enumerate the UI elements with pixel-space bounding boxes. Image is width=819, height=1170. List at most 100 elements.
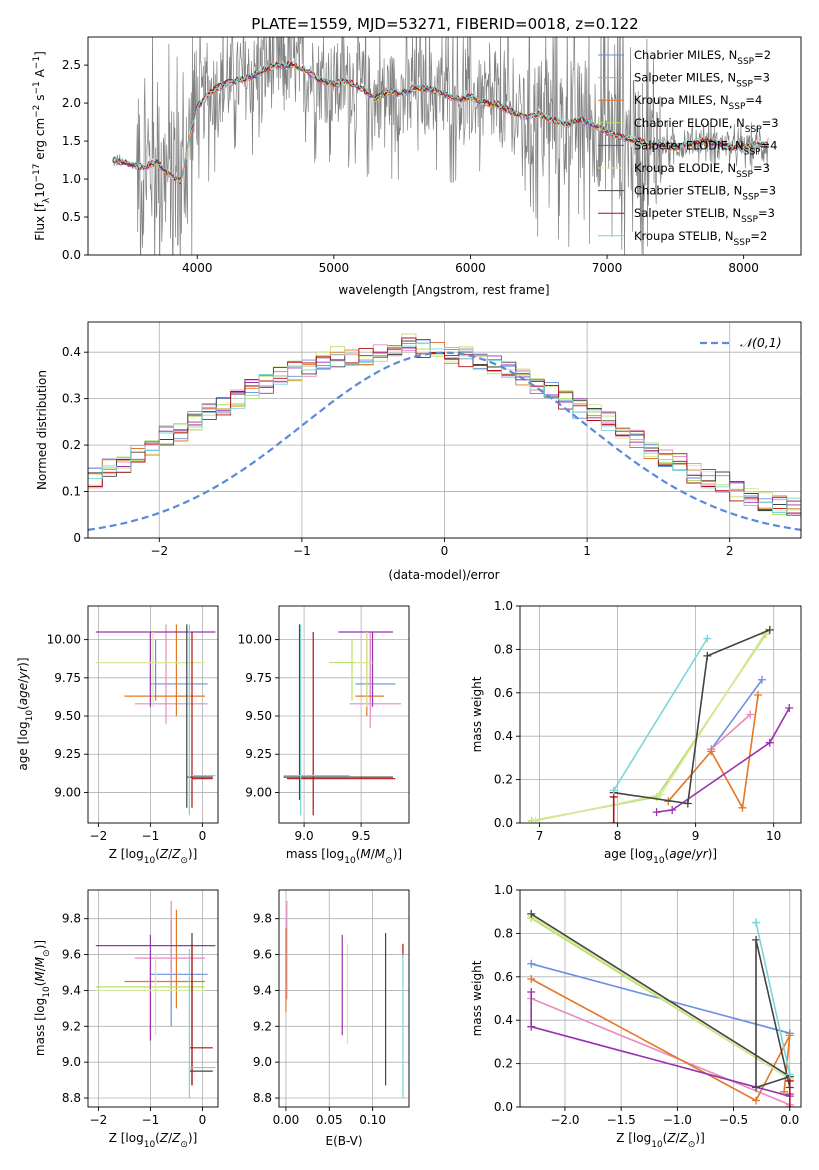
tick-label-x: 0.00 [273, 1113, 300, 1127]
tick-label-y: 0.2 [494, 773, 513, 787]
tick-label-x: 7 [536, 829, 544, 843]
axes-frame [278, 889, 410, 1108]
model-spectrum-salpeter-elodie [112, 61, 769, 182]
plot-area [527, 909, 794, 1107]
plot-area [88, 333, 801, 531]
tick-label-y: 9.4 [253, 983, 272, 997]
tick-label-y: 9.50 [245, 709, 272, 723]
tick-label-y: 9.4 [62, 983, 81, 997]
data-point [752, 1096, 761, 1105]
y-axis-label: mass weight [470, 676, 484, 752]
tick-label-y: 1.0 [494, 599, 513, 613]
tick-label-y: 0.0 [494, 816, 513, 830]
tick-label-y: 9.8 [253, 912, 272, 926]
histogram-salpeter-stelib [88, 337, 801, 519]
tick-label-y: 10.00 [47, 633, 81, 647]
tick-label-x: −1 [142, 829, 160, 843]
tick-label-y: 0.4 [494, 729, 513, 743]
data-point [738, 803, 747, 812]
data-point [707, 747, 716, 756]
axes-frame [87, 36, 802, 256]
tick-label-y: 0.6 [494, 686, 513, 700]
tick-label-x: −1.5 [607, 1113, 636, 1127]
massweight-vs-age-panel: 7 8 9 10 0.0 0.2 0.4 0.6 0.8 1.0 age [log10(age/yr… [470, 599, 802, 866]
tick-label-y: 9.00 [245, 785, 272, 799]
y-axis-label: age [log10(age/yr)] [16, 657, 35, 770]
tick-label-x: 4000 [182, 261, 213, 275]
tick-label-y: 0.2 [62, 438, 81, 452]
mass-vs-metallicity-panel: −2 −1 0 8.8 9.0 9.2 9.4 9.6 9.8 Z [log10(Z/Z⊙)] ma… [33, 889, 219, 1150]
y-axis-label: Flux [fλ10−17 erg cm−2 s−1 A−1] [32, 51, 52, 241]
tick-label-y: 8.8 [253, 1091, 272, 1105]
tick-label-x: 9 [692, 829, 700, 843]
tick-label-x: −1 [293, 544, 311, 558]
series-line [656, 707, 790, 813]
plot-area [283, 624, 402, 816]
legend-entry: Kroupa ELODIE, NSSP=3 [634, 161, 770, 180]
axes-frame [519, 605, 802, 824]
data-point [527, 909, 536, 918]
tick-label-y: 9.6 [253, 948, 272, 962]
legend-entry: Chabrier MILES, NSSP=2 [634, 48, 771, 67]
y-axis-label: mass [log10(M/M⊙)] [33, 940, 52, 1056]
tick-label-y: 1.5 [62, 134, 81, 148]
tick-label-y: 2.5 [62, 58, 81, 72]
plot-area [112, 37, 769, 255]
series-line [531, 633, 767, 822]
tick-label-y: 0.8 [494, 642, 513, 656]
tick-label-y: 1.0 [494, 883, 513, 897]
tick-label-y: 9.2 [62, 1019, 81, 1033]
axes-frame [87, 605, 219, 824]
data-point [785, 1103, 794, 1107]
tick-label-y: 9.50 [54, 709, 81, 723]
axes-frame [87, 889, 219, 1108]
legend: Chabrier MILES, NSSP=2 Salpeter MILES, NS… [598, 48, 779, 248]
series-line [530, 915, 791, 1080]
data-point [752, 935, 761, 944]
normal-curve [88, 351, 801, 531]
legend-entry: Salpeter STELIB, NSSP=3 [634, 206, 775, 225]
tick-label-y: 0.4 [494, 1013, 513, 1027]
series-line [755, 922, 791, 1076]
data-point [785, 703, 794, 712]
data-point [765, 738, 774, 747]
x-axis-label: Z [log10(Z/Z⊙)] [616, 1131, 705, 1150]
legend-entry: Kroupa STELIB, NSSP=2 [634, 229, 767, 248]
tick-label-x: −2.0 [550, 1113, 579, 1127]
tick-label-x: 0.05 [316, 1113, 343, 1127]
data-point [757, 675, 766, 684]
tick-label-y: 0 [73, 531, 81, 545]
legend-entry: Salpeter MILES, NSSP=3 [634, 71, 770, 90]
series-line [710, 679, 763, 750]
histogram-kroupa-miles [88, 341, 801, 509]
y-axis-label: Normed distribution [35, 370, 49, 490]
tick-label-y: 2.0 [62, 96, 81, 110]
tick-label-y: 9.00 [54, 785, 81, 799]
data-point [527, 1022, 536, 1031]
tick-label-y: 9.6 [62, 948, 81, 962]
tick-label-x: −2 [150, 544, 168, 558]
tick-label-y: 0.4 [62, 345, 81, 359]
tick-label-x: −2 [90, 1113, 108, 1127]
x-axis-label: Z [log10(Z/Z⊙)] [109, 847, 198, 866]
tick-label-y: 9.2 [253, 1019, 272, 1033]
data-point [683, 799, 692, 808]
tick-label-y: 9.25 [54, 747, 81, 761]
legend-entry: Chabrier ELODIE, NSSP=3 [634, 116, 779, 135]
x-axis-label: Z [log10(Z/Z⊙)] [109, 1131, 198, 1150]
data-point [752, 918, 761, 927]
age-vs-metallicity-panel: −2 −1 0 9.00 9.25 9.50 9.75 10.00 Z [log10(Z/Z⊙)… [16, 605, 219, 866]
tick-label-x: 0.0 [780, 1113, 799, 1127]
data-point [656, 790, 665, 799]
series-line [530, 997, 791, 1106]
tick-label-y: 0.3 [62, 392, 81, 406]
data-point [668, 805, 677, 814]
data-point [754, 690, 763, 699]
x-axis-label: mass [log10(M/M⊙)] [286, 847, 402, 866]
tick-label-y: 9.75 [54, 671, 81, 685]
mass-vs-ebv-panel: 0.00 0.05 0.10 8.8 9.0 9.2 9.4 9.6 9.8 E(B-V) [253, 889, 410, 1148]
tick-label-x: 9.0 [295, 829, 314, 843]
x-axis-label: (data-model)/error [388, 568, 499, 582]
data-point [752, 1083, 761, 1092]
tick-label-y: 0.0 [62, 248, 81, 262]
